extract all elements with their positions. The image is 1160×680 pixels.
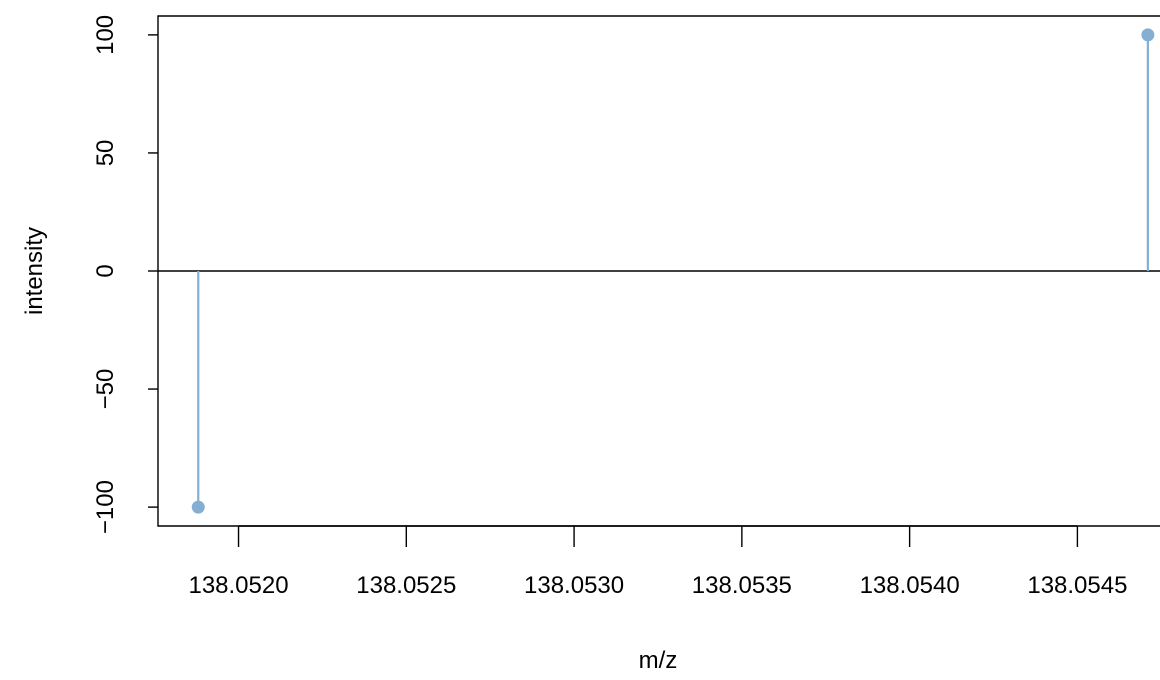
y-tick-label: 100: [92, 15, 119, 55]
y-tick-label: −100: [92, 480, 119, 534]
y-tick-label: −50: [92, 369, 119, 410]
y-axis-label: intensity: [21, 227, 48, 315]
peak-point: [192, 501, 205, 514]
y-tick-label: 50: [92, 140, 119, 167]
x-tick-label: 138.0520: [188, 572, 288, 599]
x-tick-label: 138.0535: [692, 572, 792, 599]
peak-point: [1141, 28, 1154, 41]
y-tick-label: 0: [92, 264, 119, 277]
x-axis-label: m/z: [639, 647, 678, 674]
x-tick-label: 138.0530: [524, 572, 624, 599]
x-tick-label: 138.0525: [356, 572, 456, 599]
x-tick-label: 138.0545: [1027, 572, 1127, 599]
x-tick-label: 138.0540: [860, 572, 960, 599]
